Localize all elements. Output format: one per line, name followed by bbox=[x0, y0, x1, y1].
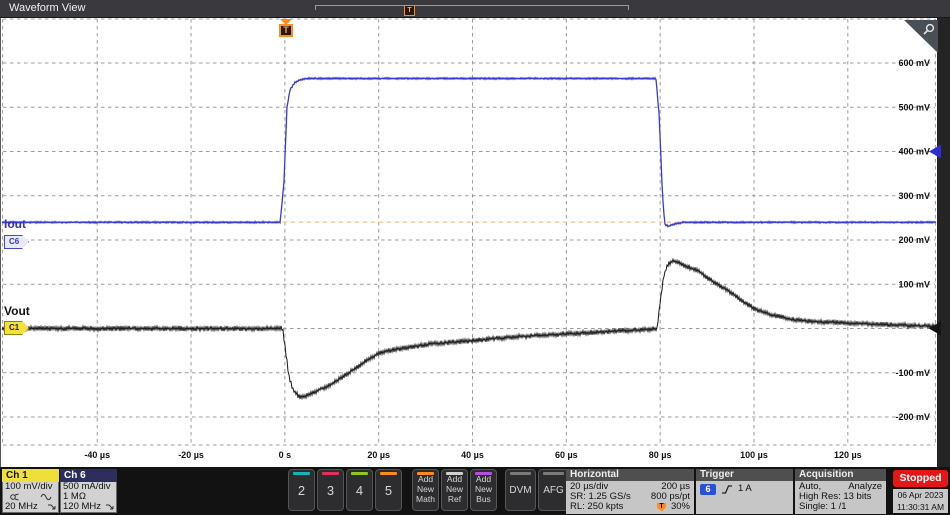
vout-trace-label: Vout bbox=[4, 304, 30, 318]
x-axis-tick-label: 40 µs bbox=[461, 450, 484, 460]
trigger-level: 1 A bbox=[738, 483, 752, 494]
y-axis-tick-label: 600 mV bbox=[898, 58, 930, 68]
horizontal-panel-header: Horizontal bbox=[566, 469, 694, 481]
record-position-minimap[interactable]: T bbox=[315, 3, 629, 16]
channel-4-button[interactable]: 4 bbox=[346, 469, 373, 511]
add-new-math-button[interactable]: Add New Math bbox=[412, 469, 439, 511]
channel-1-badge[interactable]: Ch 1 100 mV/div 20 MHz bbox=[2, 469, 59, 513]
channel-6-badge-header[interactable]: Ch 6 bbox=[60, 469, 117, 482]
y-axis-tick-label: -100 mV bbox=[895, 368, 930, 378]
channel-6-scale: 500 mA/div bbox=[63, 481, 111, 492]
trigger-panel-header: Trigger bbox=[696, 469, 793, 481]
window-title: Waveform View bbox=[9, 2, 86, 14]
afg-button[interactable]: AFG bbox=[538, 469, 569, 511]
date-text: 06 Apr 2023 bbox=[897, 490, 944, 500]
x-axis-tick-label: 80 µs bbox=[649, 450, 672, 460]
trigger-position-arrow-icon bbox=[280, 19, 292, 25]
probe-icon bbox=[10, 493, 19, 501]
title-bar: Waveform View T bbox=[0, 0, 950, 18]
y-axis-tick-label: 500 mV bbox=[898, 102, 930, 112]
ref-color-stripe bbox=[446, 472, 463, 475]
trigger-position-icon: T bbox=[656, 502, 666, 512]
minimap-trigger-icon[interactable]: T bbox=[404, 5, 415, 16]
acquisition-panel[interactable]: Acquisition Auto, Analyze High Res: 13 b… bbox=[795, 469, 886, 514]
channel-6-badge[interactable]: Ch 6 500 mA/div 1 MΩ 120 MHz bbox=[60, 469, 117, 513]
x-axis-tick-label: -40 µs bbox=[84, 450, 110, 460]
channel-6-impedance: 1 MΩ bbox=[63, 491, 86, 502]
ac-coupling-icon bbox=[40, 493, 52, 501]
channel-1-tag[interactable]: C1 bbox=[4, 321, 29, 335]
datetime-display: 06 Apr 2023 11:30:31 AM bbox=[893, 489, 948, 513]
x-axis-tick-label: -20 µs bbox=[178, 450, 204, 460]
add-new-ref-button[interactable]: Add New Ref bbox=[441, 469, 468, 511]
channel-3-color-stripe bbox=[322, 472, 339, 475]
math-color-stripe bbox=[417, 472, 434, 475]
channel-1-bandwidth: 20 MHz bbox=[5, 501, 38, 512]
resolution: 800 ps/pt bbox=[650, 491, 690, 502]
y-axis-tick-label: 200 mV bbox=[898, 235, 930, 245]
channel-4-color-stripe bbox=[351, 472, 368, 475]
trigger-panel[interactable]: Trigger 6 1 A bbox=[696, 469, 793, 514]
trigger-position-flag[interactable]: T bbox=[279, 24, 293, 37]
time-text: 11:30:31 AM bbox=[896, 502, 945, 512]
run-stop-status-button[interactable]: Stopped bbox=[893, 470, 948, 487]
channel-2-color-stripe bbox=[293, 472, 310, 475]
channel-2-button[interactable]: 2 bbox=[288, 469, 315, 511]
channel-6-bandwidth: 120 MHz bbox=[63, 501, 102, 512]
horizontal-window: 200 µs bbox=[661, 481, 690, 492]
channel-5-button[interactable]: 5 bbox=[375, 469, 402, 511]
channel-1-scale: 100 mV/div bbox=[5, 481, 53, 492]
magnifier-icon bbox=[923, 23, 935, 35]
c6-position-arrow bbox=[929, 144, 941, 159]
record-length: RL: 250 kpts bbox=[570, 501, 624, 512]
rising-edge-icon bbox=[722, 484, 732, 494]
trigger-source-badge[interactable]: 6 bbox=[700, 483, 716, 495]
sample-rate: SR: 1.25 GS/s bbox=[570, 491, 631, 502]
acquisition-mode: Auto, bbox=[799, 481, 822, 492]
iout-trace-label: Iout bbox=[4, 217, 26, 231]
waveform-canvas: 600 mV 500 mV 400 mV 300 mV 200 mV 100 mV -100… bbox=[1, 18, 941, 460]
x-axis-tick-label: 20 µs bbox=[367, 450, 390, 460]
bandwidth-limit-icon bbox=[48, 504, 56, 510]
horizontal-panel[interactable]: Horizontal 20 µs/div 200 µs SR: 1.25 GS/… bbox=[566, 469, 694, 514]
trace-vout bbox=[1, 257, 937, 401]
trace-iout bbox=[1, 76, 937, 228]
add-new-bus-button[interactable]: Add New Bus bbox=[470, 469, 497, 511]
dvm-color-stripe bbox=[510, 472, 531, 475]
plot-right-edge bbox=[937, 18, 950, 467]
channel-6-tag[interactable]: C6 bbox=[4, 235, 29, 249]
bottom-bar: Ch 1 100 mV/div 20 MHz bbox=[0, 467, 950, 515]
c1-position-arrow bbox=[929, 321, 941, 336]
bus-color-stripe bbox=[475, 472, 492, 475]
x-axis-tick-label: 100 µs bbox=[740, 450, 768, 460]
bandwidth-limit-icon bbox=[106, 504, 114, 510]
x-axis-tick-label: 120 µs bbox=[834, 450, 862, 460]
waveform-plot[interactable]: 600 mV 500 mV 400 mV 300 mV 200 mV 100 mV -100… bbox=[1, 18, 941, 467]
afg-color-stripe bbox=[543, 472, 564, 475]
channel-5-color-stripe bbox=[380, 472, 397, 475]
horizontal-position: 30% bbox=[670, 501, 690, 512]
y-axis-tick-label: 300 mV bbox=[898, 191, 930, 201]
y-axis-tick-label: -200 mV bbox=[895, 412, 930, 422]
record-window-bracket bbox=[315, 5, 629, 10]
channel-3-button[interactable]: 3 bbox=[317, 469, 344, 511]
acquisition-analyze: Analyze bbox=[848, 481, 882, 492]
y-axis-tick-label: 100 mV bbox=[898, 279, 930, 289]
dvm-button[interactable]: DVM bbox=[505, 469, 536, 511]
x-axis-tick-label: 0 s bbox=[279, 450, 292, 460]
acquisition-panel-header: Acquisition bbox=[795, 469, 886, 481]
acquisition-single: Single: 1 /1 bbox=[799, 501, 847, 512]
x-axis-tick-label: 60 µs bbox=[555, 450, 578, 460]
y-axis-tick-label: 400 mV bbox=[898, 147, 930, 157]
acquisition-detail: High Res: 13 bits bbox=[799, 491, 872, 502]
channel-1-badge-header[interactable]: Ch 1 bbox=[2, 469, 59, 482]
horizontal-scale: 20 µs/div bbox=[570, 481, 609, 492]
